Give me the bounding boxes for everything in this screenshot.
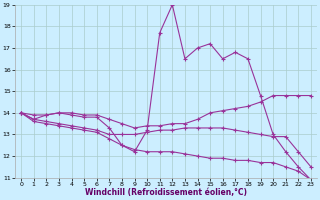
X-axis label: Windchill (Refroidissement éolien,°C): Windchill (Refroidissement éolien,°C)	[85, 188, 247, 197]
